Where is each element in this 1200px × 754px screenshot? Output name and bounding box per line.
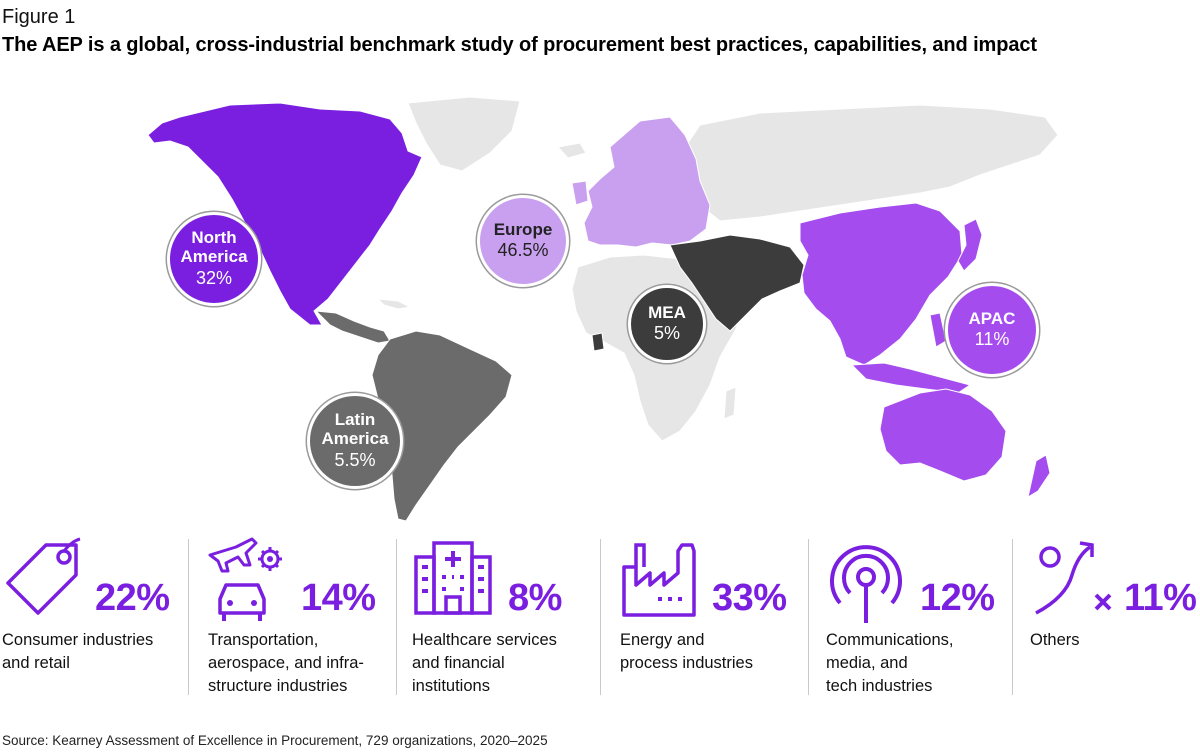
broadcast-antenna-icon <box>830 545 902 623</box>
region-bubble-europe: Europe 46.5% <box>477 195 569 287</box>
figure-label: Figure 1 <box>2 6 76 28</box>
map-australia <box>879 388 1007 482</box>
industry-item: 12% Communications, media, and tech indu… <box>808 533 1012 698</box>
industry-breakdown: 22% Consumer industries and retail 14% T… <box>0 533 1200 698</box>
region-percent: 46.5% <box>497 240 549 261</box>
industry-label: Transportation, aerospace, and infra- st… <box>208 631 364 695</box>
map-caribbean <box>376 298 412 310</box>
source-note: Source: Kearney Assessment of Excellence… <box>2 733 548 748</box>
region-name-line: America <box>321 429 389 449</box>
region-name-line: MEA <box>648 302 686 322</box>
map-middle-east <box>669 234 805 332</box>
region-bubble-latin-america: Latin America 5.5% <box>307 393 403 489</box>
region-percent: 32% <box>195 267 233 288</box>
industry-label: Energy and process industries <box>620 631 753 672</box>
industry-label: Consumer industries and retail <box>2 631 154 672</box>
industry-percent: 8% <box>508 577 562 619</box>
divider <box>396 539 397 695</box>
industry-percent: 33% <box>712 577 787 619</box>
map-central-america <box>314 310 391 344</box>
map-europe <box>583 116 711 248</box>
region-name-line: Europe <box>493 219 553 239</box>
map-indonesia <box>850 362 972 394</box>
plane-car-gear-icon <box>208 537 282 621</box>
industry-item: 33% Energy and process industries <box>600 533 806 698</box>
figure-title: The AEP is a global, cross-industrial be… <box>2 34 1037 56</box>
region-bubble-north-america: North America 32% <box>167 212 261 306</box>
industry-label: Communications, media, and tech industri… <box>826 631 954 695</box>
factory-icon <box>622 543 696 617</box>
industry-item: 11% Others <box>1012 533 1200 698</box>
industry-item: 14% Transportation, aerospace, and infra… <box>188 533 394 698</box>
price-tag-icon <box>6 537 81 615</box>
industry-item: 22% Consumer industries and retail <box>0 533 186 698</box>
hospital-building-icon <box>414 541 492 615</box>
region-bubble-apac: APAC 11% <box>945 283 1039 377</box>
industry-percent: 14% <box>301 577 376 619</box>
region-name-line: North <box>191 228 237 248</box>
map-madagascar <box>723 386 737 420</box>
industry-label: Healthcare services and financial instit… <box>412 631 557 695</box>
region-name-line: America <box>180 247 248 267</box>
industry-percent: 12% <box>920 577 995 619</box>
region-percent: 5.5% <box>334 449 376 470</box>
map-north-america <box>147 102 423 326</box>
region-bubble-mea: MEA 5% <box>628 285 706 363</box>
divider <box>808 539 809 695</box>
industry-label: Others <box>1030 631 1080 649</box>
region-name-line: Latin <box>334 410 376 430</box>
region-percent: 5% <box>653 323 680 344</box>
region-name-line: APAC <box>968 308 1016 328</box>
route-arrow-x-icon <box>1035 541 1112 615</box>
industry-percent: 22% <box>95 577 170 619</box>
map-iceland <box>557 142 587 159</box>
divider <box>1012 539 1013 695</box>
map-uk <box>571 180 589 206</box>
map-japan <box>957 218 983 272</box>
map-russia <box>679 104 1059 222</box>
map-apac-asia <box>799 202 963 366</box>
world-map <box>147 96 1059 522</box>
map-new-zealand <box>1027 454 1051 499</box>
industry-item: 8% Healthcare services and financial ins… <box>396 533 600 698</box>
map-greenland <box>407 96 521 172</box>
map-ghana <box>591 332 605 352</box>
map-philippines <box>929 312 947 348</box>
industry-percent: 11% <box>1124 577 1197 619</box>
divider <box>600 539 601 695</box>
region-percent: 11% <box>974 329 1010 350</box>
divider <box>188 539 189 695</box>
